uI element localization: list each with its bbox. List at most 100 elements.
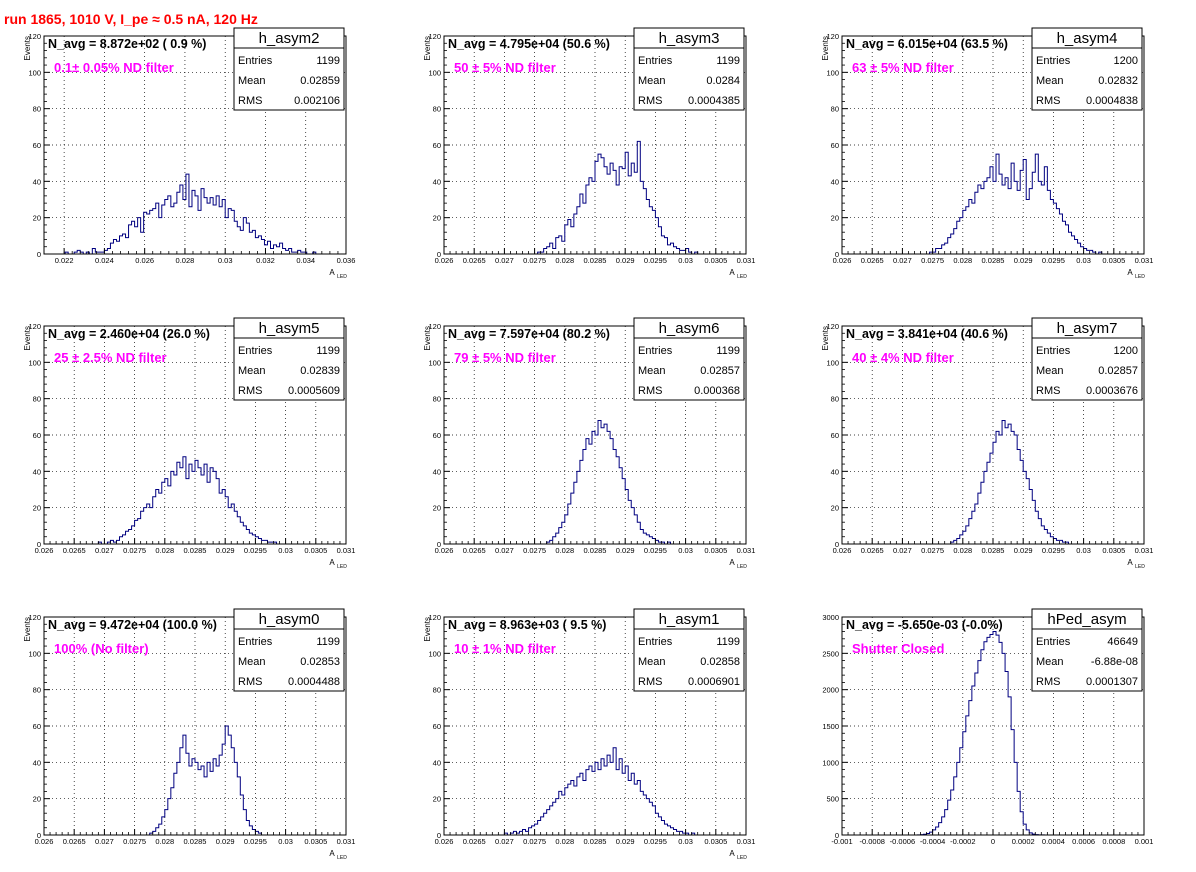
x-axis-title-subscript: LED xyxy=(737,855,747,861)
stats-box-title: hPed_asym xyxy=(1047,611,1126,628)
x-tick-label: 0.0002 xyxy=(1012,837,1035,846)
x-tick-label: 0.029 xyxy=(616,256,635,265)
histogram-panel-h_asym3: 0.026 0.0265 0.027 0.0275 0.028 0.0285 0.029 0.… xyxy=(423,27,755,280)
x-tick-label: 0.0305 xyxy=(304,546,327,555)
stats-value: -6.88e-08 xyxy=(1091,656,1138,668)
x-tick-label: 0.026 xyxy=(435,837,454,846)
x-tick-label: 0.0265 xyxy=(63,546,86,555)
stats-box-title: h_asym7 xyxy=(1057,320,1118,337)
stats-label: Entries xyxy=(1036,636,1071,648)
y-axis-title: Events xyxy=(23,36,32,60)
x-tick-label: 0.0295 xyxy=(1042,256,1065,265)
x-tick-label: 0.0275 xyxy=(523,256,546,265)
y-tick-label: 60 xyxy=(33,141,41,150)
x-tick-label: 0.027 xyxy=(495,546,514,555)
histogram-panel-h_asym1: 0.026 0.0265 0.027 0.0275 0.028 0.0285 0.029 0.… xyxy=(423,608,755,861)
stats-label: Entries xyxy=(638,55,673,67)
x-tick-label: -0.0004 xyxy=(920,837,945,846)
stats-value: 0.0284 xyxy=(706,75,740,87)
x-tick-label: -0.0002 xyxy=(950,837,975,846)
stats-value: 0.02858 xyxy=(700,656,740,668)
stats-label: Mean xyxy=(1036,656,1064,668)
histogram-bins xyxy=(44,456,346,545)
y-tick-label: 2000 xyxy=(822,686,839,695)
y-tick-label: 0 xyxy=(437,831,441,840)
x-tick-label: 0.0265 xyxy=(463,546,486,555)
stats-box-title: h_asym5 xyxy=(259,320,320,337)
x-axis-title: A xyxy=(329,849,335,858)
stats-box xyxy=(233,608,345,692)
stats-label: Mean xyxy=(238,365,266,377)
x-axis-title-subscript: LED xyxy=(737,274,747,280)
stats-box-title: h_asym6 xyxy=(659,320,720,337)
y-axis-title: Events xyxy=(423,36,432,60)
y-axis-title: Events xyxy=(23,326,32,350)
histogram-panel-h_asym2: 0.022 0.024 0.026 0.028 0.03 0.032 0.034 0.036 0… xyxy=(23,27,356,280)
histogram-panel-h_asym5: 0.026 0.0265 0.027 0.0275 0.028 0.0285 0.029 0.… xyxy=(23,317,355,570)
y-tick-label: 2500 xyxy=(822,649,839,658)
x-tick-label: 0.0285 xyxy=(584,256,607,265)
stats-box xyxy=(233,27,345,111)
x-tick-label: 0.03 xyxy=(218,256,233,265)
n-avg-label: N_avg = 8.963e+03 ( 9.5 %) xyxy=(448,618,606,632)
stats-label: Entries xyxy=(238,636,273,648)
x-tick-label: 0.028 xyxy=(555,837,574,846)
y-tick-label: 60 xyxy=(433,141,441,150)
x-tick-label: 0.03 xyxy=(678,256,693,265)
y-tick-label: 80 xyxy=(33,686,41,695)
x-tick-label: 0.0006 xyxy=(1072,837,1095,846)
y-tick-label: 60 xyxy=(831,431,839,440)
y-axis-title: Events xyxy=(423,326,432,350)
x-tick-label: 0.0275 xyxy=(123,546,146,555)
x-tick-label: 0.0275 xyxy=(921,256,944,265)
stats-label: Mean xyxy=(638,75,666,87)
x-tick-label: 0.031 xyxy=(737,546,756,555)
x-tick-label: 0.036 xyxy=(337,256,356,265)
x-axis-title-subscript: LED xyxy=(337,274,347,280)
stats-value: 0.0001307 xyxy=(1086,676,1138,688)
stats-label: RMS xyxy=(638,95,662,107)
x-tick-label: 0.0285 xyxy=(584,546,607,555)
x-tick-label: 0.028 xyxy=(155,546,174,555)
y-tick-label: 40 xyxy=(433,467,441,476)
y-tick-label: 40 xyxy=(33,758,41,767)
x-tick-label: 0.027 xyxy=(95,546,114,555)
x-tick-label: 0.0008 xyxy=(1102,837,1125,846)
x-tick-label: 0.026 xyxy=(35,546,54,555)
x-tick-label: 0.026 xyxy=(435,256,454,265)
y-tick-label: 100 xyxy=(28,649,41,658)
x-tick-label: 0.0285 xyxy=(184,546,207,555)
x-axis-title-subscript: LED xyxy=(337,564,347,570)
x-tick-label: 0.022 xyxy=(55,256,74,265)
stats-label: RMS xyxy=(238,385,262,397)
stats-value: 0.0004488 xyxy=(288,676,340,688)
x-tick-label: 0.0275 xyxy=(523,546,546,555)
histogram-bins xyxy=(44,725,346,836)
stats-value: 1200 xyxy=(1114,345,1138,357)
stats-value: 0.02832 xyxy=(1098,75,1138,87)
x-tick-label: 0.031 xyxy=(337,837,356,846)
y-tick-label: 100 xyxy=(826,358,839,367)
x-tick-label: 0.032 xyxy=(256,256,275,265)
stats-box xyxy=(1031,608,1143,692)
x-tick-label: -0.0008 xyxy=(859,837,884,846)
y-tick-label: 100 xyxy=(428,649,441,658)
y-tick-label: 20 xyxy=(433,504,441,513)
stats-label: Mean xyxy=(238,656,266,668)
x-axis-title-subscript: LED xyxy=(337,855,347,861)
histogram-panel-hPed_asym: -0.001 -0.0008 -0.0006 -0.0004 -0.0002 0 0.000… xyxy=(822,608,1153,846)
y-tick-label: 80 xyxy=(433,686,441,695)
y-axis-title: Events xyxy=(821,36,830,60)
stats-value: 0.02853 xyxy=(300,656,340,668)
y-tick-label: 60 xyxy=(433,722,441,731)
filter-annotation: 10 ± 1% ND filter xyxy=(454,641,556,656)
histogram-panel-h_asym6: 0.026 0.0265 0.027 0.0275 0.028 0.0285 0.029 0.… xyxy=(423,317,756,570)
x-tick-label: 0.0285 xyxy=(982,256,1005,265)
stats-box-title: h_asym4 xyxy=(1057,30,1118,47)
x-axis-title: A xyxy=(1127,558,1133,567)
histogram-bins xyxy=(44,173,346,255)
n-avg-label: N_avg = 6.015e+04 (63.5 %) xyxy=(846,37,1008,51)
x-tick-label: 0.0265 xyxy=(463,837,486,846)
stats-box-title: h_asym2 xyxy=(259,30,320,47)
